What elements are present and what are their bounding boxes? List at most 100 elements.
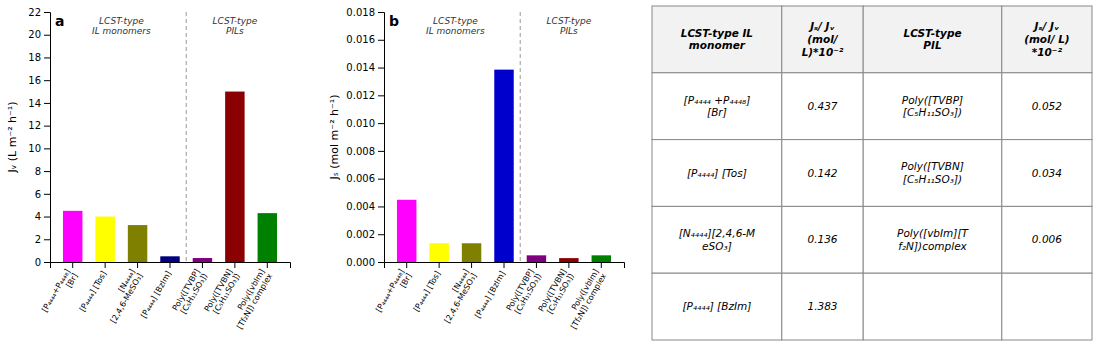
bar-chart: 0246810121416182022[P₄₄₄₄+P₄₄₄₈][Br][P₄₄…	[6, 7, 291, 331]
table-cell	[1002, 273, 1092, 340]
header-text: Jₛ/ Jᵥ(mol/ L)*10⁻²	[1024, 20, 1070, 57]
table-cell	[652, 273, 782, 340]
text-line: f₂N])complex	[898, 240, 967, 252]
tick: 2	[35, 234, 50, 245]
tick: Poly([TVBN][C₅H₁₁SO₃])	[203, 262, 242, 318]
text-line: [P₄₄₄₄+P₄₄₄₈]	[40, 267, 72, 313]
tick-mark	[105, 262, 106, 268]
bars	[397, 70, 611, 262]
text-line: PILs	[560, 26, 578, 36]
tick: [P₄₄₄₄] [Tos]	[78, 262, 108, 313]
x-axis: [P₄₄₄₄+P₄₄₄₈][Br][P₄₄₄₄] [Tos][N₄₄₄₄][2,…	[40, 262, 290, 331]
tick: Poly([TVBN][C₅H₁₁SO₃])	[537, 262, 576, 318]
tick-mark	[72, 262, 73, 268]
text-line: 0.052	[1032, 100, 1062, 112]
text-line: PILs	[226, 26, 244, 36]
tick: 0.004	[346, 201, 384, 212]
tick: 0.002	[346, 229, 384, 240]
text-line: 0.136	[807, 233, 837, 245]
cell-text: 0.034	[1032, 167, 1062, 179]
tick: [P₄₄₄₄] [BzIm]	[473, 262, 507, 320]
header-text: LCST-typePIL	[903, 27, 961, 52]
text-line: [Br]	[398, 272, 413, 290]
cell-text: 0.006	[1032, 233, 1062, 245]
panel-label: b	[389, 13, 399, 29]
text-line: (mol/	[807, 33, 839, 45]
tick: Poly([vbIm][Tf₂N]) complex	[227, 262, 274, 331]
table-cell	[863, 206, 1002, 273]
header-cell	[782, 6, 863, 73]
tick-label: 0.014	[346, 62, 375, 73]
tick-mark	[44, 126, 50, 127]
table-cell	[1002, 140, 1092, 207]
text-line: IL monomers	[426, 26, 485, 36]
tick: 0.008	[346, 146, 384, 157]
header-text: Jₛ/ Jᵥ(mol/L)*10⁻²	[802, 20, 844, 57]
text-line: [C₅H₁₁SO₃])	[903, 106, 962, 118]
tick: [P₄₄₄₄] [BzIm]	[139, 262, 173, 320]
table-cell	[782, 73, 863, 140]
text-line: Poly([TVBP]	[902, 94, 963, 106]
tick-mark	[504, 262, 505, 268]
text-line: [Tf₂N]) complex	[235, 272, 274, 331]
tick-label: 12	[28, 120, 41, 131]
table-cell	[1002, 206, 1092, 273]
y-axis: 0246810121416182022	[28, 7, 50, 268]
cell-text: Poly([vbIm][Tf₂N])complex	[897, 227, 969, 252]
text-line: (mol/ L)	[1024, 33, 1070, 45]
tick-label: [N₄₄₄₄][2,4,6-MeSO₃]	[435, 267, 478, 324]
text-line: [P₄₄₄₄+P₄₄₄₈]	[374, 267, 406, 313]
table-cell	[782, 273, 863, 340]
tick-mark	[44, 148, 50, 149]
tick-mark	[44, 262, 50, 263]
tick-mark	[44, 80, 50, 81]
annotation: LCST-typePILs	[212, 16, 257, 36]
tick: Poly([vbIm][Tf₂N]) complex	[561, 262, 608, 331]
annotation: LCST-typePILs	[546, 16, 591, 36]
tick-mark	[378, 206, 384, 207]
tick-mark	[378, 151, 384, 152]
y-axis-title: Jᵥ (L m⁻² h⁻¹)	[6, 101, 19, 173]
tick: 14	[28, 98, 50, 109]
tick-mark	[378, 179, 384, 180]
tick-mark	[44, 239, 50, 240]
tick-mark	[601, 262, 602, 268]
tick-mark	[378, 68, 384, 69]
tick-label: 0.012	[346, 90, 375, 101]
tick-label: 6	[35, 189, 41, 200]
table-cell	[863, 140, 1002, 207]
cell-text: 0.136	[807, 233, 837, 245]
text-line: LCST-type	[546, 16, 591, 26]
bars	[63, 92, 277, 262]
y-axis-title: Jₛ (mol m⁻² h⁻¹)	[328, 94, 341, 180]
annotation: LCST-typeIL monomers	[426, 16, 485, 36]
bar	[397, 200, 416, 262]
tick: 0.010	[346, 118, 384, 129]
text-line: 1.383	[807, 300, 837, 312]
text-line: [P₄₄₄₄ +P₄₄₄₈]	[684, 94, 751, 106]
tick-mark	[44, 35, 50, 36]
group-divider	[186, 12, 187, 262]
tick-mark	[568, 262, 569, 268]
tick-mark	[471, 262, 472, 268]
tick-label: [N₄₄₄₄][2,4,6-MeSO₃]	[101, 267, 144, 324]
text-line: monomer	[689, 39, 746, 51]
tick: 22	[28, 7, 50, 18]
cell-text: [P₄₄₄₄] [BzIm]	[682, 300, 751, 312]
bar	[592, 255, 611, 262]
tick-mark	[44, 57, 50, 58]
text-line: 0.142	[807, 167, 837, 179]
tick-mark	[234, 262, 235, 268]
tick-label: 16	[28, 75, 41, 86]
cell-text: 0.142	[807, 167, 837, 179]
tick: 0.018	[346, 7, 384, 18]
tick-label: Poly([TVBN][C₅H₁₁SO₃])	[203, 267, 242, 317]
text-line: [Br]	[707, 106, 727, 118]
tick-mark	[378, 234, 384, 235]
tick-label: 0.010	[346, 118, 375, 129]
bar	[527, 255, 546, 262]
tick: 8	[35, 166, 50, 177]
cell-text: 0.052	[1032, 100, 1062, 112]
cell-text: Poly([TVBP][C₅H₁₁SO₃])	[902, 94, 963, 119]
panel-label: a	[55, 13, 64, 29]
